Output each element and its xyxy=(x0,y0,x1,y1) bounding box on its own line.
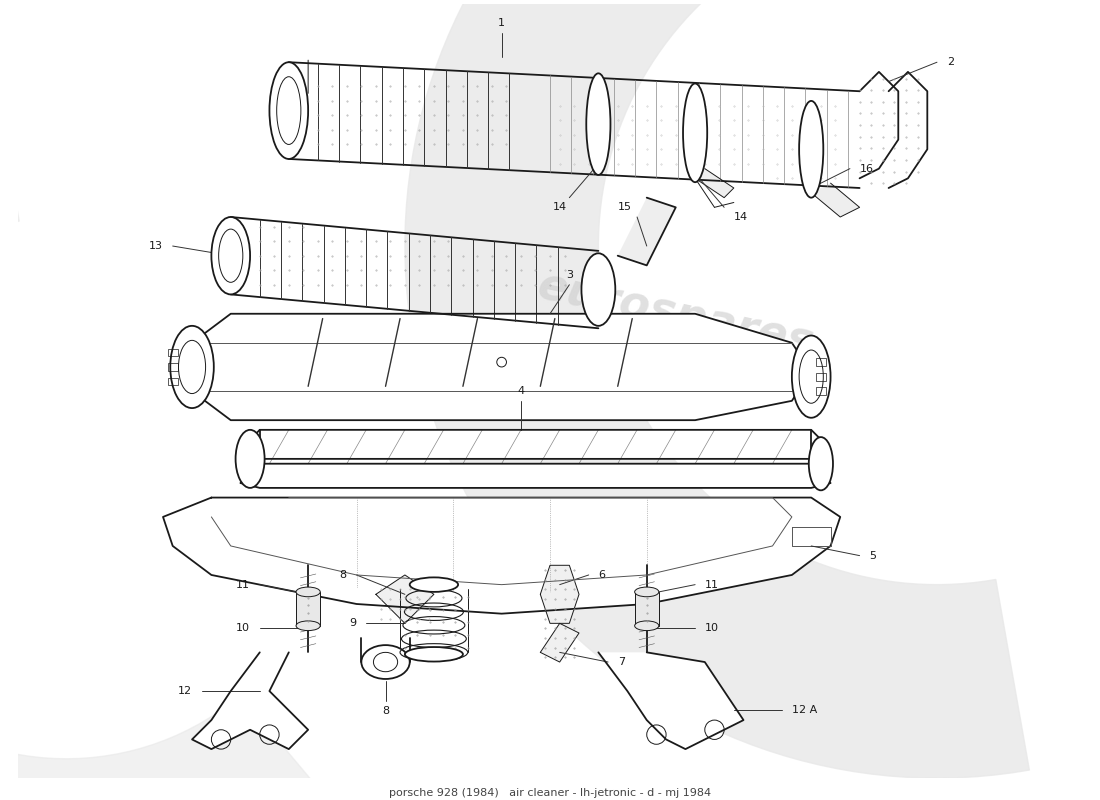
Polygon shape xyxy=(376,575,433,623)
Ellipse shape xyxy=(405,647,463,662)
Bar xyxy=(296,592,320,626)
Ellipse shape xyxy=(170,326,213,408)
Ellipse shape xyxy=(235,430,265,488)
Text: porsche 928 (1984)   air cleaner - lh-jetronic - d - mj 1984: porsche 928 (1984) air cleaner - lh-jetr… xyxy=(389,788,711,798)
Text: 11: 11 xyxy=(236,580,250,590)
Text: 3: 3 xyxy=(565,270,573,280)
Text: 5: 5 xyxy=(869,550,877,561)
Ellipse shape xyxy=(409,578,458,592)
Text: 4: 4 xyxy=(517,386,525,396)
Ellipse shape xyxy=(586,74,611,175)
Bar xyxy=(168,363,177,371)
Polygon shape xyxy=(811,183,859,217)
Text: a passion for Parts since 1985: a passion for Parts since 1985 xyxy=(587,347,763,397)
Ellipse shape xyxy=(683,83,707,182)
Text: 11: 11 xyxy=(705,580,718,590)
Polygon shape xyxy=(241,464,830,488)
Ellipse shape xyxy=(582,254,615,326)
Bar xyxy=(816,358,826,366)
Ellipse shape xyxy=(296,587,320,597)
Text: 14: 14 xyxy=(552,202,567,213)
Bar xyxy=(816,387,826,395)
Text: 12: 12 xyxy=(178,686,192,696)
Text: 15: 15 xyxy=(618,202,632,212)
Ellipse shape xyxy=(296,621,320,630)
Polygon shape xyxy=(540,623,579,662)
Ellipse shape xyxy=(635,621,659,630)
Text: 10: 10 xyxy=(705,623,718,633)
Ellipse shape xyxy=(635,587,659,597)
Text: 16: 16 xyxy=(859,164,873,174)
Polygon shape xyxy=(163,498,840,614)
Ellipse shape xyxy=(211,217,250,294)
Polygon shape xyxy=(0,59,346,800)
Text: 13: 13 xyxy=(148,241,163,251)
Polygon shape xyxy=(405,0,1030,778)
Text: 7: 7 xyxy=(618,657,625,667)
Ellipse shape xyxy=(270,62,308,159)
Ellipse shape xyxy=(792,335,830,418)
Text: 2: 2 xyxy=(947,58,954,67)
Bar xyxy=(816,373,826,381)
Text: 9: 9 xyxy=(350,618,356,628)
Polygon shape xyxy=(540,566,579,623)
Polygon shape xyxy=(173,314,811,420)
Polygon shape xyxy=(192,652,308,749)
Text: 8: 8 xyxy=(340,570,346,580)
Polygon shape xyxy=(618,198,675,266)
Ellipse shape xyxy=(799,101,823,198)
Bar xyxy=(168,349,177,356)
Bar xyxy=(168,378,177,386)
Bar xyxy=(635,592,659,626)
Text: 6: 6 xyxy=(598,570,605,580)
Text: eurospares: eurospares xyxy=(534,263,818,364)
Ellipse shape xyxy=(361,645,409,679)
Polygon shape xyxy=(695,169,734,198)
Ellipse shape xyxy=(808,437,833,490)
Text: 10: 10 xyxy=(236,623,250,633)
Text: 14: 14 xyxy=(734,212,748,222)
Polygon shape xyxy=(241,430,830,459)
Text: 8: 8 xyxy=(382,706,389,715)
Text: 12 A: 12 A xyxy=(792,706,817,715)
Polygon shape xyxy=(598,652,744,749)
Text: 1: 1 xyxy=(498,18,505,28)
